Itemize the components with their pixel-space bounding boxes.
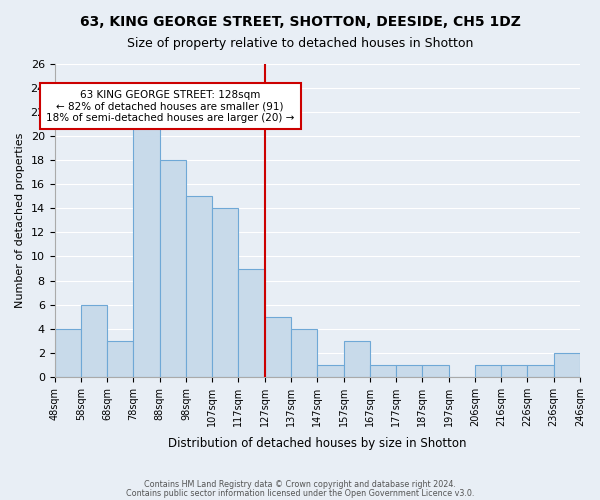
Bar bbox=[317, 365, 344, 377]
Bar bbox=[186, 196, 212, 377]
X-axis label: Distribution of detached houses by size in Shotton: Distribution of detached houses by size … bbox=[168, 437, 467, 450]
Bar bbox=[422, 365, 449, 377]
Bar bbox=[501, 365, 527, 377]
Bar bbox=[238, 268, 265, 377]
Bar bbox=[554, 352, 580, 377]
Bar bbox=[291, 328, 317, 377]
Text: Size of property relative to detached houses in Shotton: Size of property relative to detached ho… bbox=[127, 38, 473, 51]
Text: 63, KING GEORGE STREET, SHOTTON, DEESIDE, CH5 1DZ: 63, KING GEORGE STREET, SHOTTON, DEESIDE… bbox=[80, 15, 520, 29]
Bar bbox=[396, 365, 422, 377]
Bar bbox=[107, 340, 133, 377]
Bar bbox=[370, 365, 396, 377]
Bar bbox=[55, 328, 81, 377]
Bar bbox=[344, 340, 370, 377]
Bar bbox=[527, 365, 554, 377]
Bar bbox=[212, 208, 238, 377]
Bar bbox=[81, 304, 107, 377]
Text: 63 KING GEORGE STREET: 128sqm
← 82% of detached houses are smaller (91)
18% of s: 63 KING GEORGE STREET: 128sqm ← 82% of d… bbox=[46, 90, 295, 122]
Bar bbox=[265, 316, 291, 377]
Text: Contains HM Land Registry data © Crown copyright and database right 2024.: Contains HM Land Registry data © Crown c… bbox=[144, 480, 456, 489]
Y-axis label: Number of detached properties: Number of detached properties bbox=[15, 132, 25, 308]
Bar bbox=[475, 365, 501, 377]
Bar bbox=[133, 112, 160, 377]
Text: Contains public sector information licensed under the Open Government Licence v3: Contains public sector information licen… bbox=[126, 489, 474, 498]
Bar bbox=[160, 160, 186, 377]
